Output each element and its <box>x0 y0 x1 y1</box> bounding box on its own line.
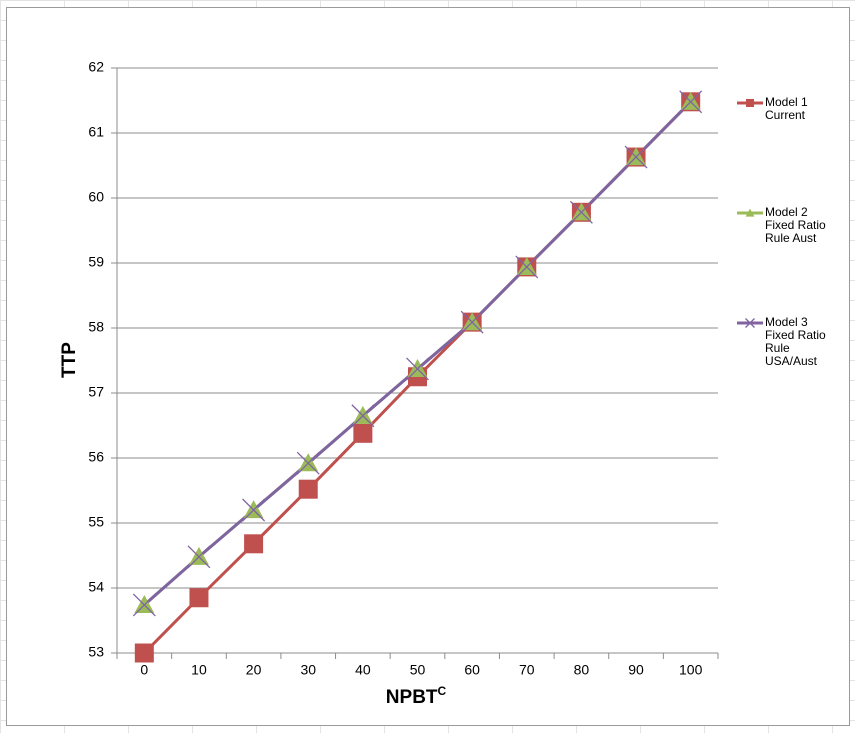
x-tick-label: 10 <box>191 662 207 678</box>
marker <box>460 310 484 334</box>
legend-symbol <box>737 208 763 217</box>
x-tick-label: 0 <box>140 662 148 678</box>
legend-marker <box>745 208 755 217</box>
legend-marker <box>746 99 754 107</box>
x-axis-title: NPBTC <box>386 684 447 708</box>
x-axis-title-main: NPBT <box>386 687 438 708</box>
marker <box>679 90 703 114</box>
y-tick-label: 58 <box>88 319 104 335</box>
marker <box>515 255 539 279</box>
legend-symbol <box>737 318 763 328</box>
marker <box>569 200 593 224</box>
y-tick-label: 60 <box>88 189 104 205</box>
marker <box>353 423 373 443</box>
marker <box>298 479 318 499</box>
x-tick-label: 100 <box>679 662 703 678</box>
marker <box>132 593 156 617</box>
marker <box>296 451 320 475</box>
y-tick-label: 57 <box>88 384 104 400</box>
x-tick-label: 20 <box>246 662 262 678</box>
y-tick-label: 53 <box>88 644 104 660</box>
legend-label: Model 1 Current <box>765 95 808 122</box>
series-line <box>143 100 692 607</box>
y-tick-label: 55 <box>88 514 104 530</box>
marker <box>244 534 264 554</box>
y-tick-label: 59 <box>88 254 104 270</box>
series-line <box>143 100 692 607</box>
legend-symbol <box>737 99 763 107</box>
legend-label: Model 3 Fixed Ratio Rule USA/Aust <box>765 315 826 368</box>
x-tick-label: 70 <box>519 662 535 678</box>
marker <box>406 357 429 381</box>
marker <box>187 545 211 569</box>
legend-marker <box>745 318 755 328</box>
y-tick-label: 61 <box>88 124 104 140</box>
y-tick-label: 54 <box>88 579 104 595</box>
x-tick-label: 80 <box>574 662 590 678</box>
marker <box>134 643 154 663</box>
marker <box>351 404 375 428</box>
x-tick-label: 50 <box>410 662 426 678</box>
y-tick-label: 56 <box>88 449 104 465</box>
x-tick-label: 60 <box>464 662 480 678</box>
marker <box>189 588 209 608</box>
marker <box>242 498 266 522</box>
x-axis-title-sup: C <box>438 684 447 698</box>
legend-label: Model 2 Fixed Ratio Rule Aust <box>765 205 826 245</box>
y-tick-label: 62 <box>88 59 104 75</box>
x-tick-label: 30 <box>300 662 316 678</box>
x-tick-label: 40 <box>355 662 371 678</box>
marker <box>624 145 648 169</box>
y-axis-title: TTP <box>59 342 80 378</box>
x-tick-label: 90 <box>628 662 644 678</box>
